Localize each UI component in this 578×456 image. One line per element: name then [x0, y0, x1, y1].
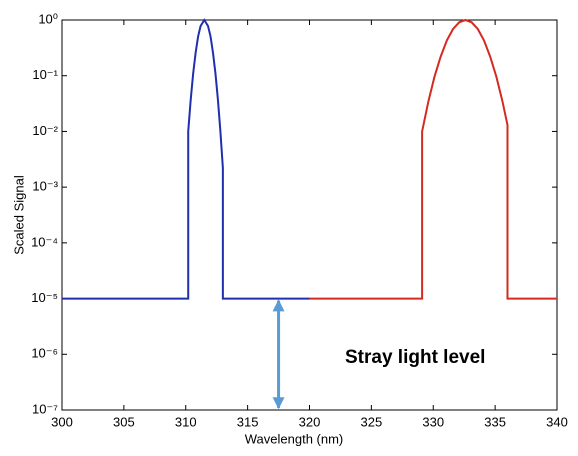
x-tick-label: 330: [422, 414, 444, 429]
y-tick-label: 10⁻⁴: [31, 234, 58, 249]
y-axis-label: Scaled Signal: [11, 175, 26, 255]
x-tick-label: 300: [51, 414, 73, 429]
y-tick-label: 10⁻³: [32, 179, 58, 194]
y-tick-label: 10⁻¹: [32, 67, 58, 82]
x-axis-label: Wavelength (nm): [245, 431, 344, 446]
x-tick-label: 325: [361, 414, 383, 429]
x-tick-label: 335: [484, 414, 506, 429]
y-tick-label: 10⁻²: [32, 123, 58, 138]
y-tick-label: 10⁻⁵: [31, 290, 58, 305]
x-tick-label: 320: [299, 414, 321, 429]
series-line: [309, 18, 557, 300]
series-line: [62, 18, 310, 300]
y-tick-label: 10⁻⁶: [31, 346, 58, 361]
y-tick-label: 10⁰: [38, 11, 58, 26]
x-tick-label: 340: [546, 414, 568, 429]
x-tick-label: 310: [175, 414, 197, 429]
y-tick-label: 10⁻⁷: [32, 401, 58, 416]
x-tick-label: 315: [237, 414, 259, 429]
x-tick-label: 305: [113, 414, 135, 429]
annotation: Stray light level: [345, 347, 485, 368]
